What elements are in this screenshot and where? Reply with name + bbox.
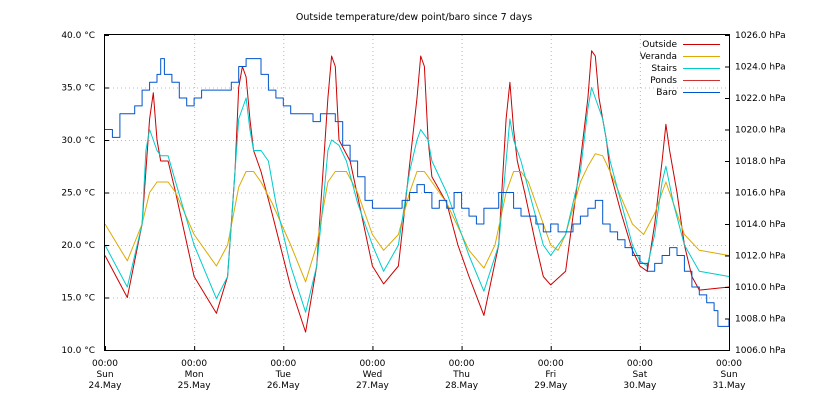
x-tick-date: 27.May <box>356 381 390 391</box>
chart-title: Outside temperature/dew point/baro since… <box>296 12 532 23</box>
right-tick-label: 1018.0 hPa <box>735 157 786 167</box>
right-tick-label: 1010.0 hPa <box>735 283 786 293</box>
x-tick-date: 24.May <box>89 381 123 391</box>
right-tick-label: 1022.0 hPa <box>735 94 786 104</box>
grid <box>105 35 730 350</box>
right-tick-label: 1024.0 hPa <box>735 63 786 73</box>
right-tick-label: 1006.0 hPa <box>735 346 786 356</box>
x-tick-time: 00:00 <box>270 359 296 369</box>
x-axis: 00:00Sun24.May00:00Mon25.May00:00Tue26.M… <box>89 346 747 391</box>
x-tick-day: Fri <box>545 370 556 380</box>
right-tick-label: 1016.0 hPa <box>735 189 786 199</box>
legend-label-baro: Baro <box>656 88 677 98</box>
left-tick-label: 20.0 °C <box>61 241 95 251</box>
left-tick-label: 40.0 °C <box>61 31 95 41</box>
right-tick-label: 1014.0 hPa <box>735 220 786 230</box>
left-tick-label: 35.0 °C <box>61 84 95 94</box>
legend-label-outside: Outside <box>642 40 677 50</box>
right-tick-label: 1012.0 hPa <box>735 252 786 262</box>
x-tick-time: 00:00 <box>538 359 564 369</box>
x-tick-day: Tue <box>275 370 292 380</box>
series-line-stairs <box>104 87 730 313</box>
x-tick-date: 28.May <box>445 381 479 391</box>
left-tick-label: 15.0 °C <box>61 294 95 304</box>
left-tick-label: 25.0 °C <box>61 189 95 199</box>
right-tick-label: 1026.0 hPa <box>735 31 786 41</box>
series-line-baro <box>105 58 730 327</box>
x-tick-time: 00:00 <box>359 359 385 369</box>
plot-frame <box>104 34 730 351</box>
legend-label-veranda: Veranda <box>640 52 677 62</box>
x-tick-day: Wed <box>363 370 383 380</box>
x-tick-time: 00:00 <box>92 359 118 369</box>
x-tick-time: 00:00 <box>181 359 207 369</box>
plot-area <box>104 50 730 333</box>
x-tick-day: Thu <box>452 370 470 380</box>
x-tick-day: Sat <box>632 370 647 380</box>
x-tick-date: 25.May <box>178 381 212 391</box>
x-tick-date: 31.May <box>713 381 747 391</box>
series-line-veranda <box>104 153 730 283</box>
left-tick-label: 30.0 °C <box>61 136 95 146</box>
right-axis: 1006.0 hPa 1008.0 hPa 1010.0 hPa 1012.0 hPa… <box>725 31 786 356</box>
x-tick-time: 00:00 <box>449 359 475 369</box>
x-tick-day: Sun <box>96 370 113 380</box>
legend-label-ponds: Ponds <box>650 76 677 86</box>
x-tick-time: 00:00 <box>627 359 653 369</box>
x-tick-day: Sun <box>720 370 737 380</box>
legend: Outside Veranda Stairs Ponds Baro <box>640 40 720 98</box>
left-tick-label: 10.0 °C <box>61 346 95 356</box>
x-tick-day: Mon <box>185 370 204 380</box>
legend-label-stairs: Stairs <box>651 64 677 74</box>
right-tick-label: 1008.0 hPa <box>735 315 786 325</box>
right-tick-label: 1020.0 hPa <box>735 126 786 136</box>
x-tick-date: 30.May <box>623 381 657 391</box>
x-tick-time: 00:00 <box>716 359 742 369</box>
x-tick-date: 29.May <box>534 381 568 391</box>
x-tick-date: 26.May <box>267 381 301 391</box>
left-axis: 10.0 °C 15.0 °C 20.0 °C 25.0 °C 30.0 °C 35.0 … <box>61 31 109 356</box>
